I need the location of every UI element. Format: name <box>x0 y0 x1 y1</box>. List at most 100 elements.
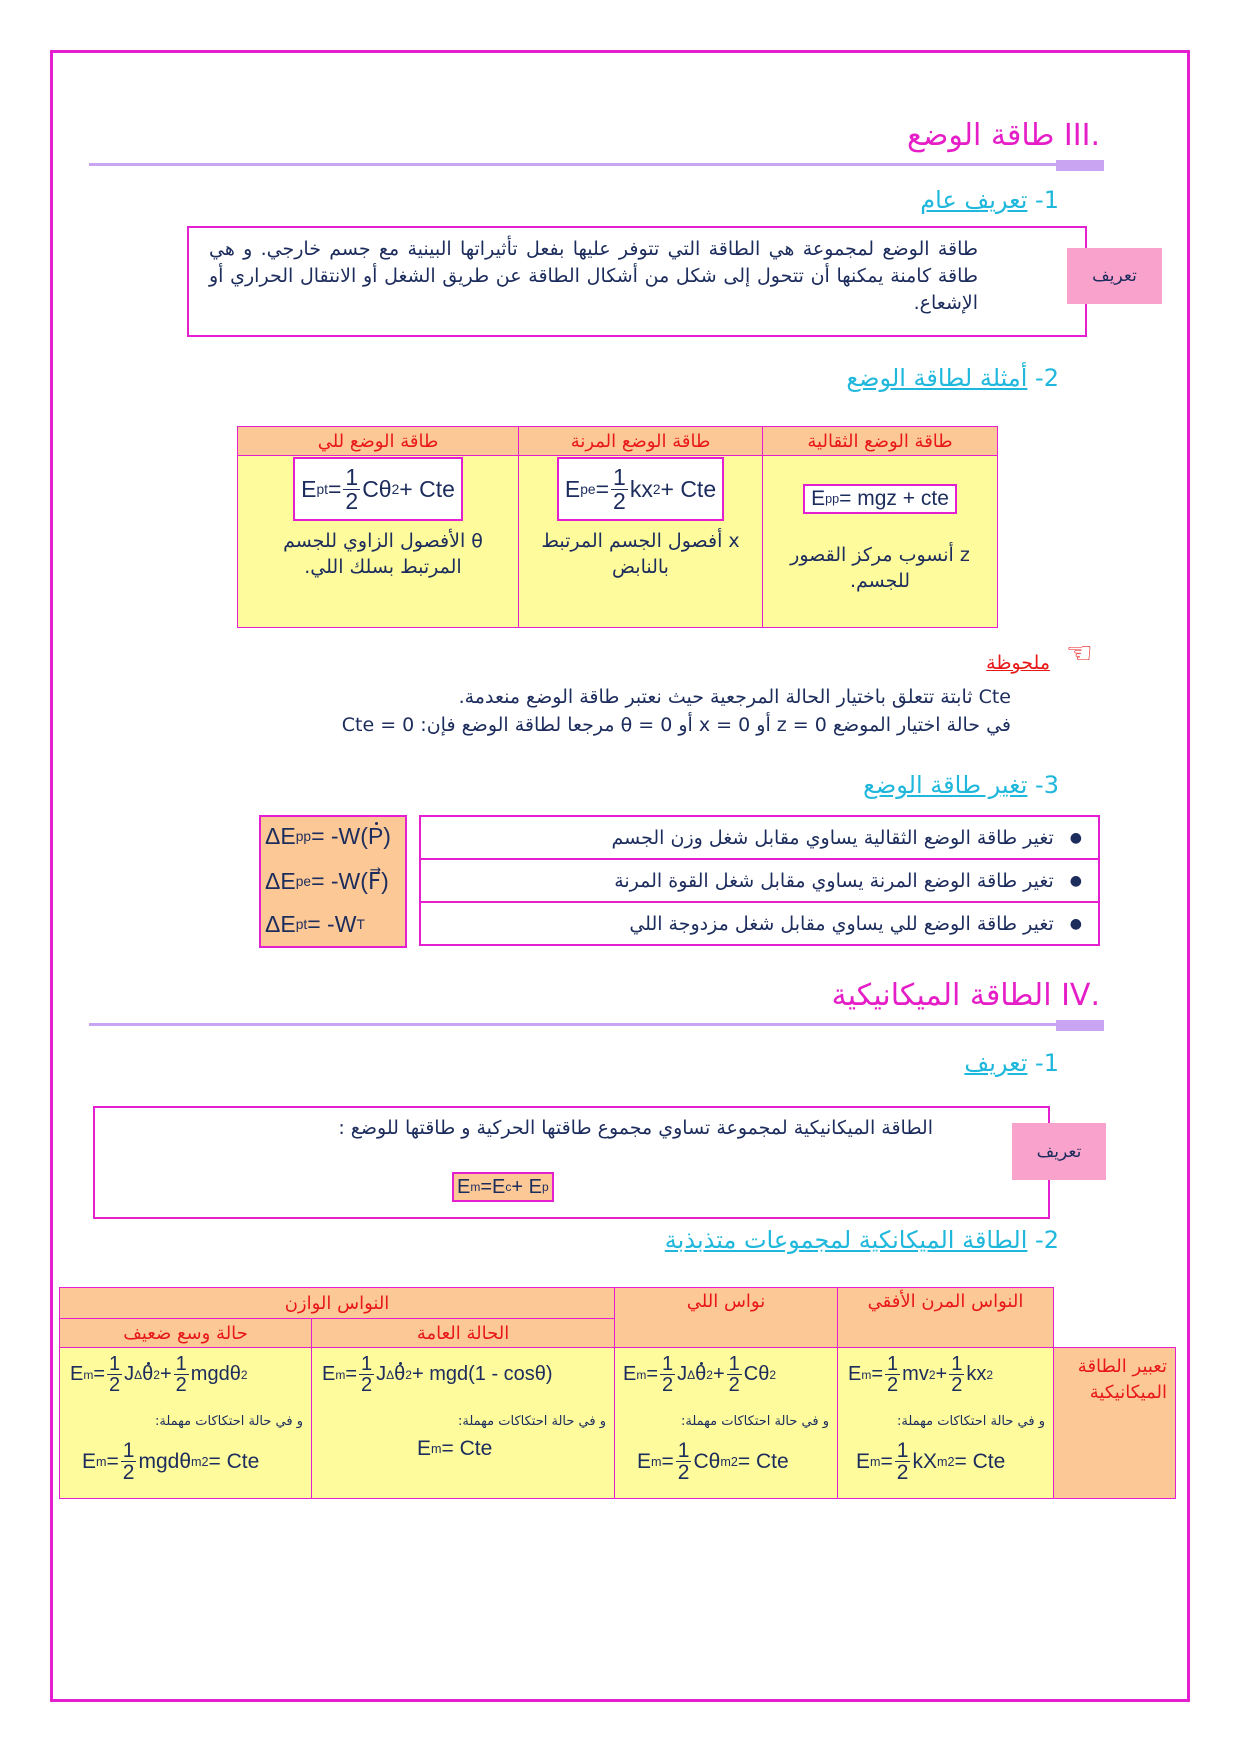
fraction-denominator: 2 <box>109 1374 121 1396</box>
fraction-numerator: 1 <box>343 463 361 490</box>
formula-superscript: 2 <box>986 1367 994 1382</box>
formula-text: E <box>811 487 826 510</box>
formula-text: = Cte <box>954 1449 1006 1473</box>
formula-text: + Cte <box>660 475 717 502</box>
formula-text: J <box>124 1363 135 1385</box>
fraction-numerator: 1 <box>359 1353 375 1375</box>
fraction-denominator: 2 <box>613 487 626 514</box>
formula-subscript: m <box>651 1454 662 1469</box>
description-torsion: θ الأفصول الزاوي للجسم المرتبط بسلك اللي… <box>283 530 483 578</box>
formula-superscript: 2 <box>928 1367 936 1382</box>
subheading-number: 3- <box>1027 771 1059 799</box>
formula-subscript: c <box>505 1180 512 1194</box>
formula-text: + <box>935 1363 948 1385</box>
description-elastic: x أفصول الجسم المرتبط بالنابض <box>541 530 740 578</box>
formula-dotted-symbol: θ <box>142 1362 154 1385</box>
potential-energy-definition-box: طاقة الوضع لمجموعة هي الطاقة التي تتوفر … <box>187 226 1087 337</box>
formula-text: = <box>661 1449 674 1473</box>
formula-text: E <box>637 1449 652 1473</box>
formula-subscript: m <box>870 1454 881 1469</box>
list-item: ● تغير طاقة الوضع المرنة يساوي مقابل شغل … <box>421 860 1098 903</box>
variation-list: ● تغير طاقة الوضع الثقالية يساوي مقابل شغ… <box>419 815 1100 946</box>
note-line-1: Cte ثابتة تتعلق باختيار الحالة المرجعية … <box>458 686 1011 708</box>
header-torsion-pendulum: نواس اللي <box>614 1287 838 1348</box>
subheading-number: 2- <box>1027 364 1059 392</box>
note-line-2: في حالة اختيار الموضع z = 0 أو x = 0 أو … <box>341 714 1011 736</box>
formula-subscript: m <box>335 1367 346 1382</box>
subheading-oscillators: 2- الطاقة الميكانكية لمجموعات متذبذبة <box>665 1226 1059 1254</box>
formula-subscript: pt <box>295 917 308 932</box>
subheading-examples: 2- أمثلة لطاقة الوضع <box>846 364 1059 392</box>
formula-text: J <box>677 1363 688 1385</box>
fraction-numerator: 1 <box>885 1353 901 1375</box>
fraction-numerator: 1 <box>107 1353 123 1375</box>
bullet-icon: ● <box>1069 872 1082 889</box>
formula-text: = <box>93 1363 106 1385</box>
header-compound-pendulum: النواس الوازن <box>59 1287 615 1319</box>
formula-text: E <box>82 1449 97 1473</box>
formula-text: E <box>301 475 317 502</box>
fraction-denominator: 2 <box>662 1374 674 1396</box>
formula-text: =E <box>480 1175 506 1198</box>
description-gravitational: z أنسوب مركز القصور للجسم. <box>790 544 970 592</box>
header-horizontal-spring: النواس المرن الأفقي <box>837 1287 1054 1348</box>
row-label-mechanical-energy-expression: تعبير الطاقة الميكانيكية <box>1053 1347 1176 1499</box>
friction-note: و في حالة احتكاكات مهملة: <box>457 1414 606 1429</box>
formula-subscript: pp <box>825 492 840 506</box>
formula-text: E <box>417 1437 432 1460</box>
formula-subscript: pt <box>316 481 328 497</box>
definition-text: طاقة الوضع لمجموعة هي الطاقة التي تتوفر … <box>209 238 978 314</box>
formula-delta-epe: ΔE pe = -W(F⃗) <box>265 868 389 895</box>
formula-text: = Cte <box>441 1437 493 1460</box>
formula-superscript: 2 <box>769 1367 777 1382</box>
fraction-numerator: 1 <box>726 1353 742 1375</box>
fraction-denominator: 2 <box>896 1461 909 1484</box>
fraction-numerator: 1 <box>949 1353 965 1375</box>
formula-text: + <box>712 1363 725 1385</box>
subheading-label: أمثلة لطاقة الوضع <box>846 364 1028 392</box>
mechanical-energy-definition-box: الطاقة الميكانيكية لمجموعة تساوي مجموع ط… <box>93 1106 1050 1219</box>
formula-text: = <box>345 1363 358 1385</box>
fraction-denominator: 2 <box>345 487 359 514</box>
definition-label: تعريف <box>1067 248 1162 304</box>
formula-subscript: m <box>431 1442 442 1456</box>
formula-text: kx <box>629 475 653 502</box>
fraction-denominator: 2 <box>122 1461 135 1484</box>
definition-label: تعريف <box>1012 1123 1106 1180</box>
formula-text: = <box>106 1449 119 1473</box>
formula-text: ) <box>383 823 391 849</box>
header-elastic: طاقة الوضع المرنة <box>518 426 763 456</box>
fraction-numerator: 1 <box>173 1353 189 1375</box>
friction-note: و في حالة احتكاكات مهملة: <box>680 1414 829 1429</box>
formula-text: + <box>159 1363 172 1385</box>
formula-text: + E <box>511 1175 542 1198</box>
formula-text: = mgz + cte <box>839 487 949 510</box>
bullet-icon: ● <box>1069 915 1082 932</box>
formula-text: Cθ <box>693 1449 721 1473</box>
formula-text: ΔE <box>265 823 296 849</box>
formula-superscript: 2 <box>947 1454 955 1469</box>
formula-superscript: 2 <box>201 1454 209 1469</box>
formula-superscript: 2 <box>730 1454 738 1469</box>
formula-text: Cθ <box>362 475 392 502</box>
formula-text: mgdθ <box>138 1449 191 1473</box>
formula-subscript: m <box>636 1367 647 1382</box>
subheading-number: 1- <box>1027 186 1059 214</box>
formula-text: mv <box>902 1363 929 1385</box>
formula-text: = <box>646 1363 659 1385</box>
formula-superscript: 2 <box>405 1367 412 1382</box>
list-item-text: تغير طاقة الوضع المرنة يساوي مقابل شغل ا… <box>614 869 1054 892</box>
